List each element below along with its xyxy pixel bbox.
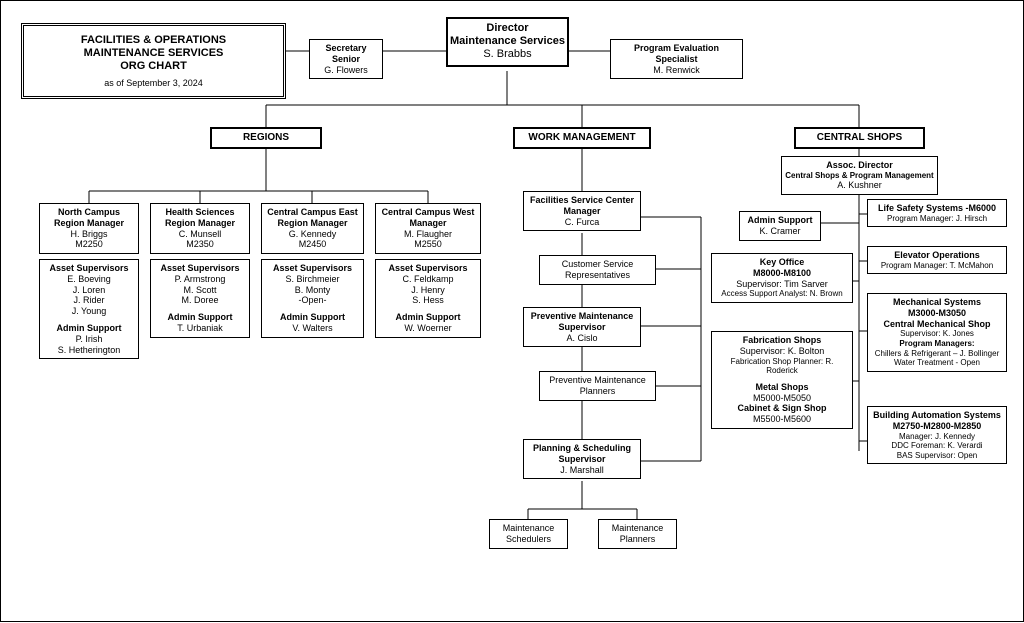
east-mgr: Central Campus East Region Manager G. Ke… [261,203,364,254]
ps-box: Planning & Scheduling Supervisor J. Mars… [523,439,641,479]
chart-title-box: FACILITIES & OPERATIONS MAINTENANCE SERV… [21,23,286,99]
regions-header: REGIONS [210,127,322,149]
director-box: Director Maintenance Services S. Brabbs [446,17,569,67]
north-detail: Asset Supervisors E. Boeving J. Loren J.… [39,259,139,359]
cs-admin-box: Admin Support K. Cramer [739,211,821,241]
csr-box: Customer Service Representatives [539,255,656,285]
director-name: S. Brabbs [450,48,565,61]
assocdir-box: Assoc. Director Central Shops & Program … [781,156,938,195]
health-detail: Asset Supervisors P. Armstrong M. Scott … [150,259,250,338]
pmp-box: Preventive Maintenance Planners [539,371,656,401]
director-t1: Director [450,22,565,35]
secretary-box: Secretary Senior G. Flowers [309,39,383,79]
ms-box: Maintenance Schedulers [489,519,568,549]
secretary-t: Secretary Senior [312,43,380,65]
east-detail: Asset Supervisors S. Birchmeier B. Monty… [261,259,364,338]
health-mgr: Health Sciences Region Manager C. Munsel… [150,203,250,254]
west-detail: Asset Supervisors C. Feldkamp J. Henry S… [375,259,481,338]
mech-box: Mechanical Systems M3000-M3050 Central M… [867,293,1007,372]
keyoffice-box: Key Office M8000-M8100 Supervisor: Tim S… [711,253,853,303]
north-mgr: North Campus Region Manager H. Briggs M2… [39,203,139,254]
programeval-box: Program Evaluation Specialist M. Renwick [610,39,743,79]
secretary-n: G. Flowers [312,65,380,76]
mp-box: Maintenance Planners [598,519,677,549]
pe-n: M. Renwick [613,65,740,76]
pe-t: Program Evaluation Specialist [613,43,740,65]
pm-box: Preventive Maintenance Supervisor A. Cis… [523,307,641,347]
fab-box: Fabrication Shops Supervisor: K. Bolton … [711,331,853,429]
title-l4: as of September 3, 2024 [38,78,269,89]
title-l2: MAINTENANCE SERVICES [38,47,269,60]
west-mgr: Central Campus West Manager M. Flaugher … [375,203,481,254]
lifesafety-box: Life Safety Systems -M6000 Program Manag… [867,199,1007,227]
workmgmt-header: WORK MANAGEMENT [513,127,651,149]
centralshops-header: CENTRAL SHOPS [794,127,925,149]
director-t2: Maintenance Services [450,35,565,48]
title-l3: ORG CHART [38,60,269,73]
bas-box: Building Automation Systems M2750-M2800-… [867,406,1007,464]
elevator-box: Elevator Operations Program Manager: T. … [867,246,1007,274]
fsc-box: Facilities Service Center Manager C. Fur… [523,191,641,231]
title-l1: FACILITIES & OPERATIONS [38,34,269,47]
